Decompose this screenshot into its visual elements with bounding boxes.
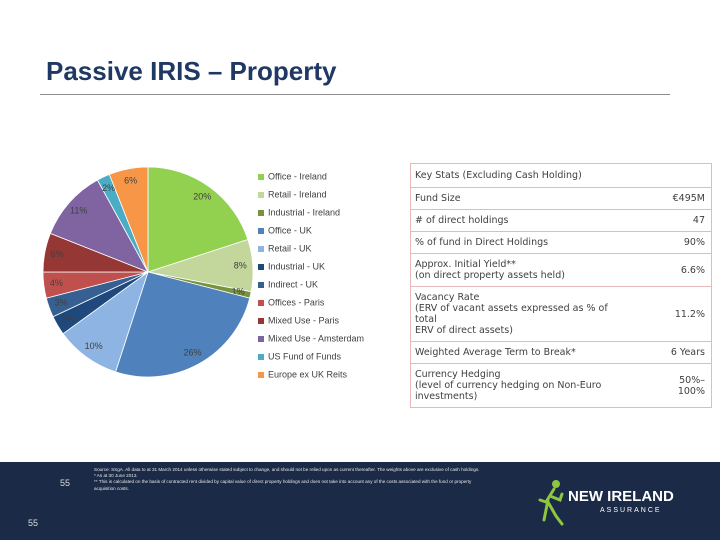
table-row: # of direct holdings 47 [411, 209, 711, 231]
value-line: €495M [672, 193, 705, 204]
legend-swatch [258, 354, 264, 360]
row-label: Approx. Initial Yield** (on direct proper… [411, 254, 629, 286]
slice-label: 10% [85, 341, 103, 351]
legend-swatch [258, 228, 264, 234]
label-line: (on direct property assets held) [415, 270, 565, 281]
table-row: % of fund in Direct Holdings 90% [411, 231, 711, 253]
label-line: Weighted Average Term to Break* [415, 347, 576, 358]
pie-slice [115, 271, 251, 378]
legend-label: Retail - UK [268, 243, 312, 253]
label-line: Currency Hedging [415, 369, 501, 380]
row-value: 90% [629, 232, 711, 253]
legend-swatch [258, 372, 264, 378]
slice-label: 26% [184, 347, 202, 357]
pie-slice [108, 166, 149, 273]
row-value: €495M [629, 188, 711, 209]
legend-label: Indirect - UK [268, 279, 318, 289]
row-label: Weighted Average Term to Break* [411, 342, 629, 363]
slice-label: 20% [193, 192, 211, 202]
key-stats-table: Key Stats (Excluding Cash Holding) Fund … [410, 163, 712, 408]
label-line: (level of currency hedging on Non-Euro [415, 380, 602, 391]
slice-label: 6% [124, 176, 137, 186]
legend-swatch [258, 174, 264, 180]
legend-label: Office - UK [268, 225, 312, 235]
footnotes: Source: SSgA. All data to at 31 March 20… [94, 467, 484, 492]
label-line: Fund Size [415, 193, 461, 204]
row-value: 6 Years [629, 342, 711, 363]
slide-title: Passive IRIS – Property [46, 56, 337, 86]
legend-label: Retail - Ireland [268, 189, 327, 199]
footnote: * As at 30 June 2013. [94, 473, 138, 479]
row-value: 47 [629, 210, 711, 231]
value-line: 11.2% [674, 308, 705, 320]
row-label: # of direct holdings [411, 210, 629, 231]
label-line: ERV of direct assets) [415, 325, 513, 336]
footnote: Source: SSgA. All data to at 31 March 20… [94, 467, 480, 472]
table-row: Vacancy Rate (ERV of vacant assets expres… [411, 286, 711, 341]
label-line: % of fund in Direct Holdings [415, 237, 549, 248]
row-value: 50%– 100% [629, 364, 711, 407]
table-row: Weighted Average Term to Break* 6 Years [411, 341, 711, 363]
title-rule [40, 94, 670, 95]
legend-swatch [258, 210, 264, 216]
page-number-small: 55 [28, 518, 39, 528]
label-line: Vacancy Rate [415, 292, 480, 303]
table-title: Key Stats (Excluding Cash Holding) [415, 170, 582, 181]
legend-label: Industrial - Ireland [268, 207, 340, 217]
legend-swatch [258, 264, 264, 270]
logo-icon [538, 480, 564, 526]
legend-swatch [258, 192, 264, 198]
legend-label: Europe ex UK Reits [268, 369, 348, 379]
page-number: 55 [60, 478, 71, 488]
legend-label: Offices - Paris [268, 297, 325, 307]
slice-label: 1% [232, 287, 245, 297]
legend-swatch [258, 336, 264, 342]
footnote: ** This is calculated on the basis of co… [94, 479, 472, 491]
slice-label: 3% [62, 313, 75, 323]
label-line: (ERV of vacant assets expressed as % of … [415, 303, 608, 325]
row-label: Vacancy Rate (ERV of vacant assets expres… [411, 287, 629, 341]
value-line: 6.6% [680, 264, 705, 276]
label-line: investments) [415, 391, 478, 402]
slice-label: 6% [51, 249, 64, 259]
legend-label: US Fund of Funds [268, 351, 342, 361]
legend-label: Mixed Use - Paris [268, 315, 340, 325]
slice-label: 11% [70, 205, 87, 215]
logo-main: NEW IRELAND [568, 488, 674, 505]
pie-chart: 20% 8% 1% 26% 10% 3% 3% 4% 6% 11% 2% 6% Office - Ire… [42, 166, 364, 379]
row-value: 11.2% [629, 287, 711, 341]
row-label: Currency Hedging (level of currency hedgi… [411, 364, 629, 407]
table-row: Fund Size €495M [411, 187, 711, 209]
value-line: 90% [683, 237, 705, 248]
table-row: Approx. Initial Yield** (on direct proper… [411, 253, 711, 286]
label-line: # of direct holdings [415, 215, 509, 226]
legend-label: Mixed Use - Amsterdam [268, 333, 364, 343]
table-row: Currency Hedging (level of currency hedgi… [411, 363, 711, 407]
pie-slice [147, 166, 249, 273]
slice-label: 4% [50, 278, 63, 288]
logo-sub: ASSURANCE [600, 507, 662, 514]
legend-swatch [258, 246, 264, 252]
value-line: 47 [692, 215, 705, 226]
pie-slice [49, 179, 149, 273]
slice-label: 2% [102, 183, 115, 193]
value-line: 50%– [679, 374, 705, 386]
slice-label: 8% [234, 261, 247, 271]
legend-swatch [258, 318, 264, 324]
footer-band: 55 55 NEW IRELAND ASSURANCE [0, 462, 720, 540]
label-line: Approx. Initial Yield** [415, 259, 516, 270]
legend-label: Industrial - UK [268, 261, 325, 271]
value-line: 100% [677, 385, 705, 397]
legend-swatch [258, 300, 264, 306]
value-line: 6 Years [670, 347, 705, 358]
slice-label: 3% [55, 298, 68, 308]
row-label: % of fund in Direct Holdings [411, 232, 629, 253]
legend-label: Office - Ireland [268, 171, 327, 181]
legend-swatch [258, 282, 264, 288]
row-label: Fund Size [411, 188, 629, 209]
row-value: 6.6% [629, 254, 711, 286]
